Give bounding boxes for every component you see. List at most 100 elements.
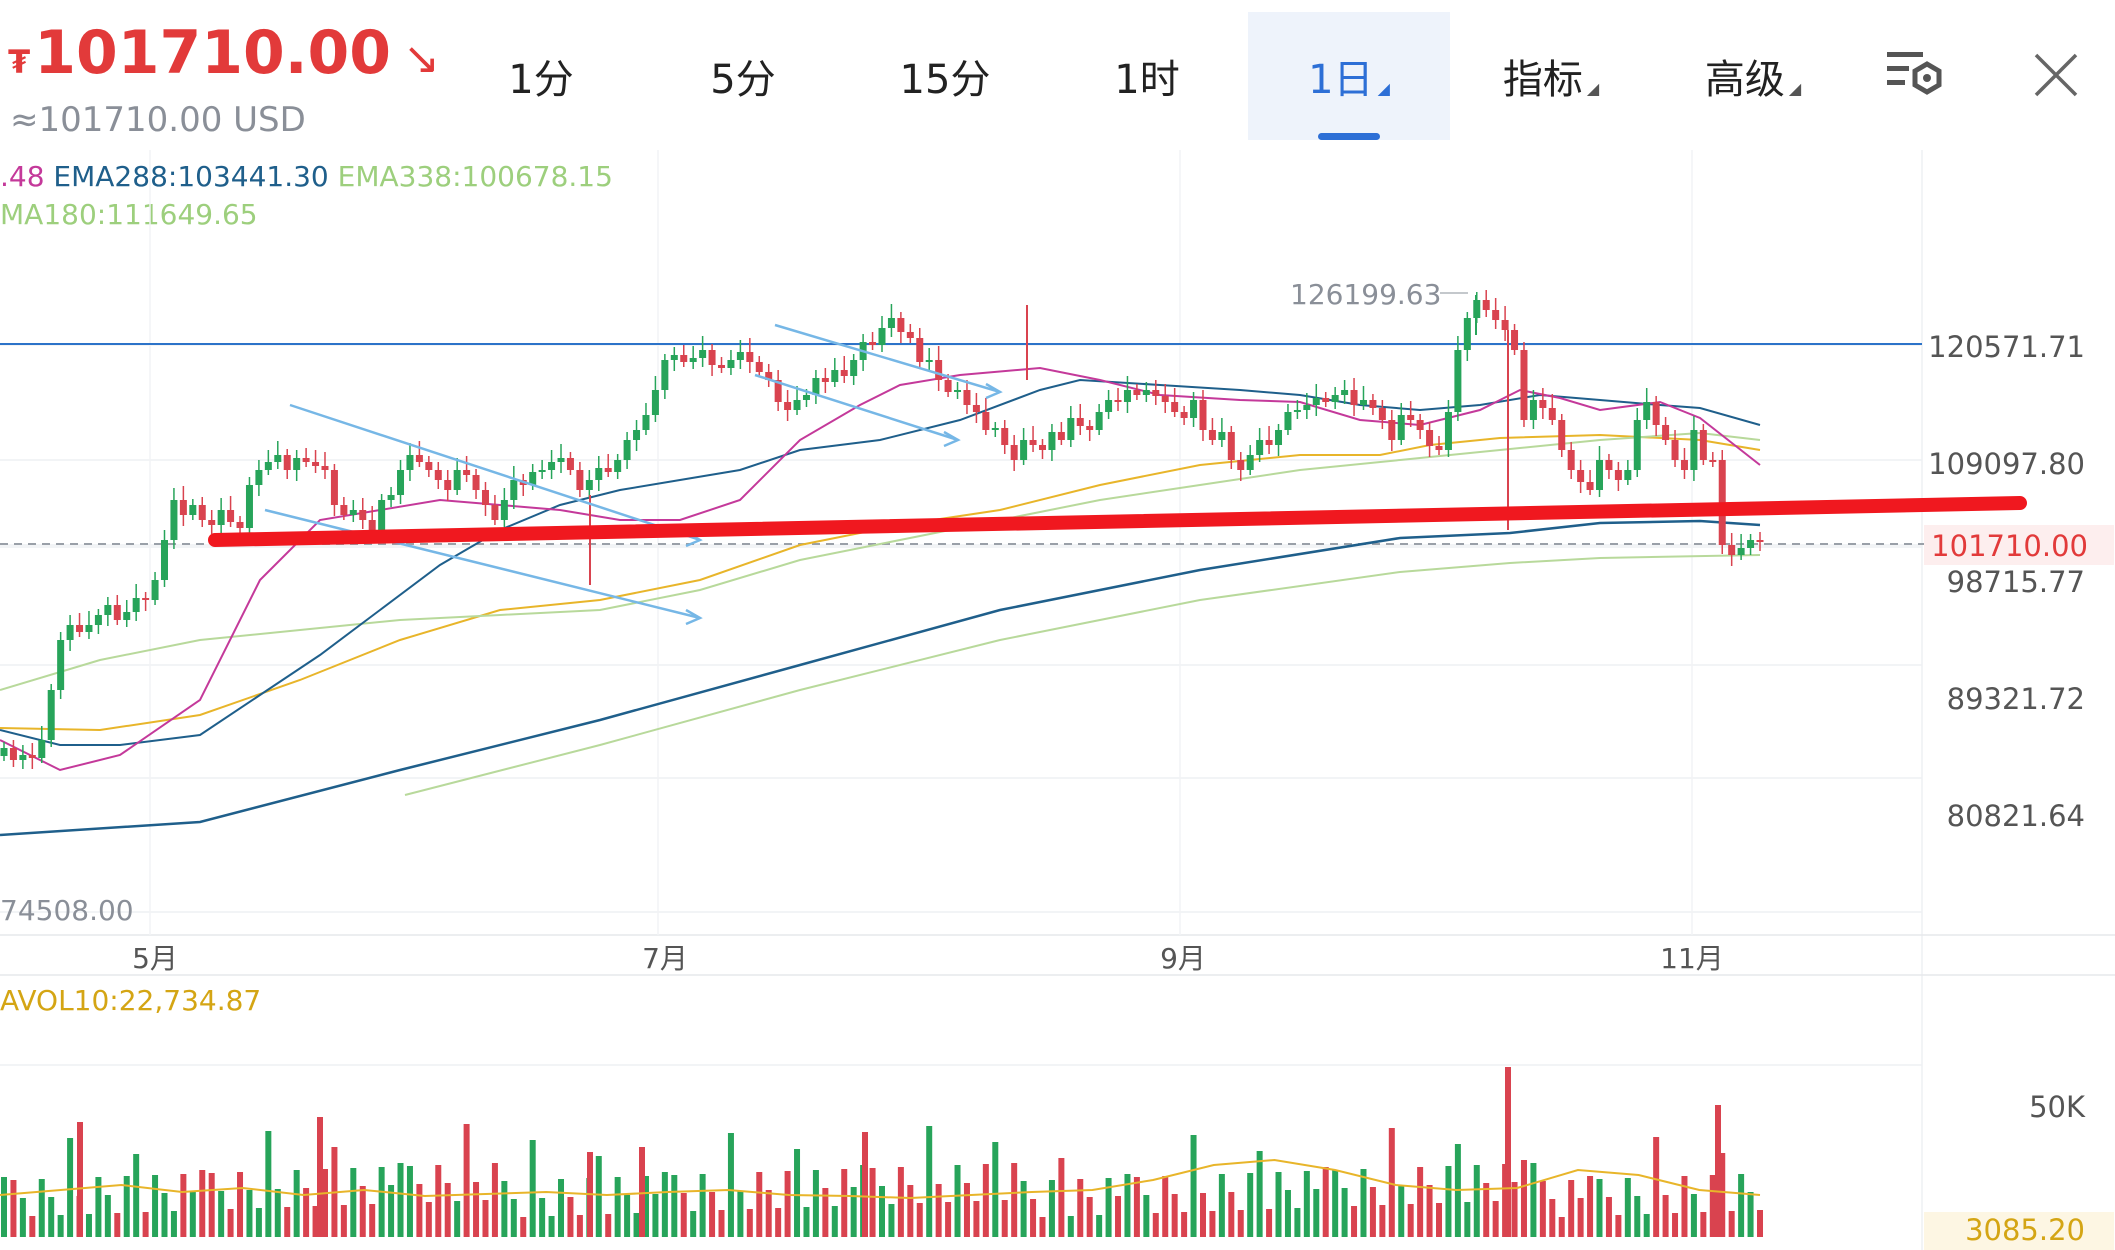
candle-up [727,360,735,368]
tab-label: 高级 [1704,57,1785,103]
candle-down [1265,440,1273,445]
candle-up [633,430,641,440]
candle-down [1322,398,1330,402]
volume-bar [1445,1166,1452,1237]
candle-down [1492,310,1500,320]
volume-bar [1303,1171,1310,1237]
candle-down [897,318,905,332]
candle-up [642,415,650,430]
candle-down [1001,428,1009,445]
volume-bar [104,1195,111,1237]
candle-down [935,360,943,380]
candle-up [1444,412,1452,450]
volume-bar [680,1193,687,1237]
candle-up [1284,412,1292,430]
candle-down [198,505,206,520]
volume-bar [1369,1187,1376,1237]
candle-down [1709,460,1717,462]
volume-bar [794,1149,801,1237]
volume-bar [1209,1211,1216,1237]
volume-bar [1690,1194,1697,1237]
volume-bar [1426,1185,1433,1237]
volume-bar [1256,1151,1263,1237]
volume-bar [879,1186,885,1237]
candle-up [1256,440,1264,455]
candle-up [151,580,159,600]
candle-up [614,460,622,472]
candle-up [736,352,744,360]
volume-bar [1681,1176,1688,1237]
volume-bar [95,1177,102,1237]
volume-bar [652,1194,659,1237]
volume-bar [1001,1200,1008,1237]
candlestick-chart[interactable]: 120571.71 109097.80 98715.77 89321.72 80821.… [0,150,2115,1250]
tab-1hour[interactable]: 1时 [1046,12,1248,140]
volume-legend: AVOL10:22,734.87 [0,984,261,1017]
volume-bar [862,1132,868,1237]
volume-bar [992,1142,999,1237]
volume-bar [1719,1153,1726,1237]
volume-bar [317,1117,323,1237]
volume-bar [1539,1181,1546,1237]
high-price-label: 126199.63 [1290,278,1441,311]
candle-down [472,475,480,490]
volume-bar [1218,1174,1225,1237]
candle-up [453,470,461,490]
candle-up [1067,418,1075,440]
volume-bar [369,1204,376,1237]
volume-bar [671,1175,678,1237]
tab-indicators[interactable]: 指标 ◢ [1450,12,1652,140]
currency-sign: ₮ [8,43,31,81]
volume-bar [822,1188,829,1237]
volume-bar [1247,1173,1254,1237]
tab-1day[interactable]: 1日 ◢ [1248,12,1450,140]
candle-up [500,500,508,520]
volume-bar [170,1211,177,1237]
volume-bar [1351,1206,1358,1237]
tab-label: 指标 [1502,57,1583,103]
chart-settings-icon[interactable] [1885,48,1945,102]
volume-bar [1388,1128,1395,1237]
candle-up [1190,400,1198,418]
candle-up [585,480,593,490]
volume-bar [501,1181,508,1237]
candle-up [378,500,386,530]
candle-up [878,328,886,345]
tab-5min[interactable]: 5分 [642,12,844,140]
volume-bar [1360,1169,1367,1237]
tab-1min[interactable]: 1分 [440,12,642,140]
volume-bar [1011,1163,1018,1237]
candle-up [925,360,933,362]
candle-up [387,495,395,500]
volume-bar [510,1199,517,1237]
tab-advanced[interactable]: 高级 ◢ [1652,12,1854,140]
usd-price: ≈101710.00 USD [10,100,306,140]
volume-bar [639,1147,645,1237]
tab-15min[interactable]: 15分 [844,12,1046,140]
candle-up [1397,415,1405,440]
price-tick-label: 89321.72 [1947,682,2085,716]
close-icon[interactable] [2033,52,2079,102]
volume-bar [1634,1196,1641,1237]
candle-down [982,412,990,430]
candle-down [755,362,763,372]
volume-bar [709,1192,716,1237]
volume-bar [473,1182,480,1237]
caret-icon: ◢ [1788,78,1802,98]
candle-down [1114,400,1122,402]
candle-down [179,500,187,515]
volume-bar [1653,1137,1660,1237]
volume-bar [803,1207,810,1237]
candle-down [708,350,716,365]
candle-down [481,490,489,505]
volume-bar [756,1172,763,1237]
ma-legend-line-2: MA180:111649.65 [0,198,258,231]
volume-bar [1615,1215,1622,1237]
volume-bar [142,1212,149,1237]
candle-down [359,510,367,520]
candle-up [160,540,168,580]
volume-bar [737,1191,744,1237]
volume-bar [1,1177,7,1237]
price-tick-label: 120571.71 [1928,330,2085,364]
volume-bar [1030,1199,1037,1237]
